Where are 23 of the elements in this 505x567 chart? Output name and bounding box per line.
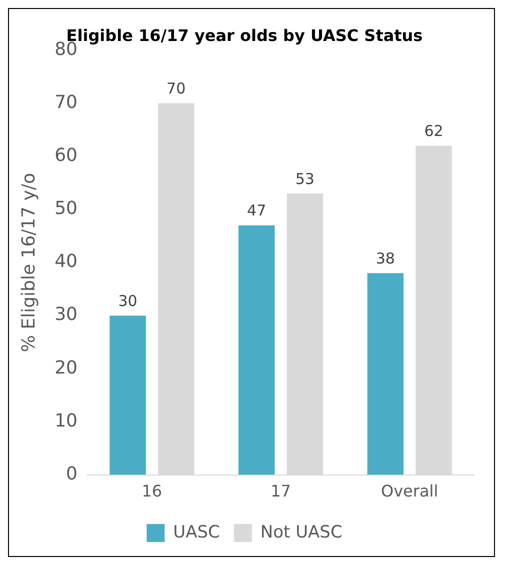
- y-tick-label: 60: [54, 145, 78, 166]
- data-label: 38: [376, 250, 395, 268]
- bar: [110, 316, 146, 475]
- y-axis-title: % Eligible 16/17 y/o: [18, 172, 40, 352]
- bar: [238, 225, 275, 475]
- legend-label: UASC: [173, 522, 220, 542]
- x-tick-label: Overall: [380, 482, 438, 501]
- y-tick-label: 20: [54, 357, 78, 378]
- bar: [367, 273, 404, 475]
- data-label: 62: [424, 122, 444, 140]
- data-label: 47: [247, 202, 266, 220]
- y-tick-label: 0: [66, 463, 78, 484]
- x-tick-label: 17: [270, 482, 291, 501]
- y-tick-label: 50: [54, 198, 78, 220]
- legend-label: Not UASC: [260, 522, 342, 542]
- y-tick-label: 30: [54, 304, 78, 326]
- y-tick-label: 10: [54, 410, 78, 432]
- y-tick-label: 70: [54, 92, 78, 113]
- x-tick-label: 16: [142, 482, 162, 501]
- data-label: 70: [166, 80, 186, 98]
- data-label: 30: [118, 292, 138, 310]
- data-label: 53: [295, 170, 314, 188]
- y-tick-label: 40: [54, 251, 78, 272]
